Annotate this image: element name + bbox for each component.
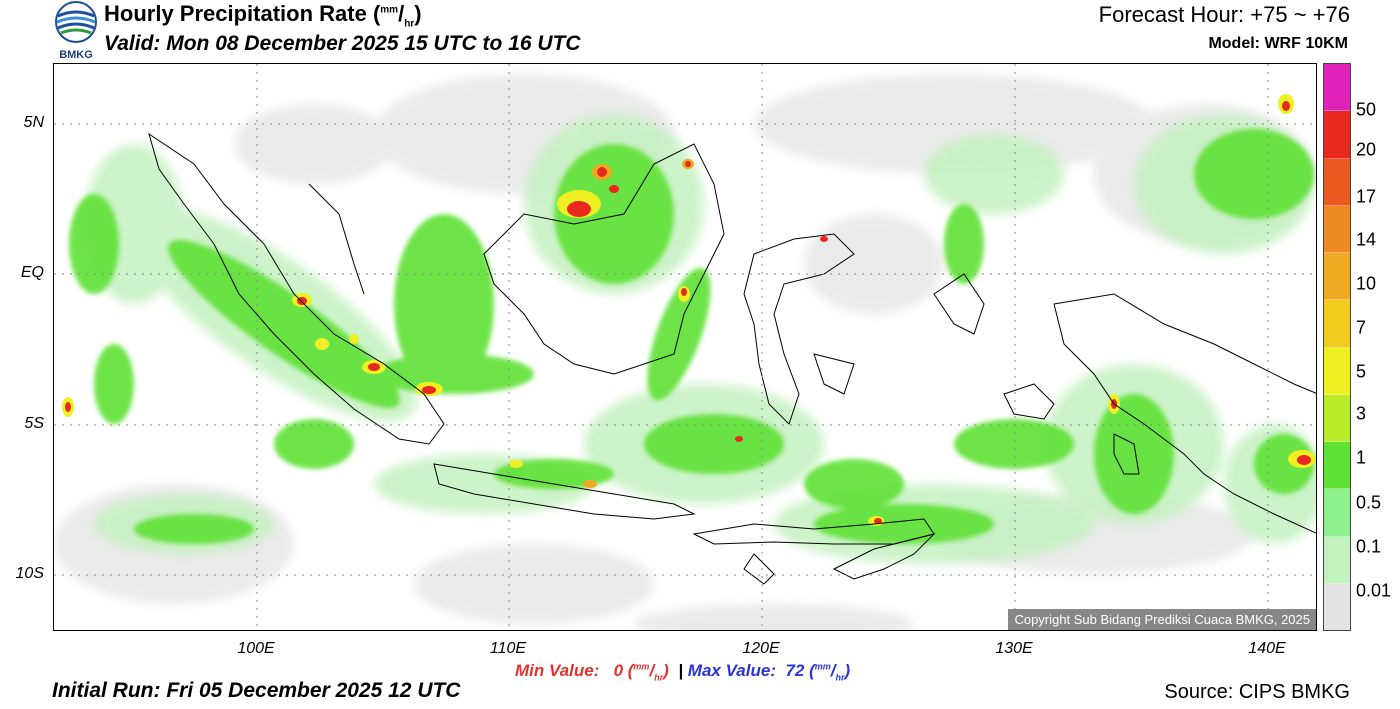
colorbar-label-1: 1 [1356, 447, 1367, 468]
colorbar-label-14: 14 [1356, 229, 1377, 250]
lat-label-5n: 5N [23, 114, 44, 131]
colorbar-label-0-01: 0.01 [1356, 580, 1392, 601]
colorbar-label-5: 5 [1356, 361, 1367, 382]
min-value-group: Min Value: 0 (mm/hr) [515, 661, 669, 683]
colorbar-segment [1324, 583, 1350, 630]
moderate-precip-layer [69, 129, 1314, 544]
map-title: Hourly Precipitation Rate (mm/hr) [104, 1, 422, 30]
forecast-hour: Forecast Hour: +75 ~ +76 [1098, 2, 1350, 27]
min-label: Min Value: [515, 661, 600, 680]
colorbar-segment [1324, 300, 1350, 348]
max-value-group: Max Value: 72 (mm/hr) [687, 661, 851, 683]
precipitation-map[interactable] [53, 63, 1317, 631]
colorbar-segment [1324, 489, 1350, 537]
max-label: Max Value: [687, 661, 776, 680]
lat-label-eq: EQ [20, 264, 44, 281]
colorbar-segment [1324, 158, 1350, 206]
min-max-values: Min Value: 0 (mm/hr) | Max Value: 72 (mm… [515, 661, 850, 682]
source-credit: Source: CIPS BMKG [1164, 681, 1350, 703]
separator: | [678, 661, 684, 680]
colorbar-segment [1324, 347, 1350, 395]
colorbar [1323, 63, 1351, 631]
colorbar-segment [1324, 394, 1350, 442]
colorbar-label-3: 3 [1356, 403, 1367, 424]
colorbar-label-10: 10 [1356, 273, 1377, 294]
valid-time: Valid: Mon 08 December 2025 15 UTC to 16… [104, 32, 581, 55]
lon-label-140e: 140E [1248, 640, 1286, 657]
colorbar-segment [1324, 205, 1350, 253]
colorbar-label-7: 7 [1356, 317, 1367, 338]
lon-label-130e: 130E [995, 640, 1033, 657]
lon-label-120e: 120E [742, 640, 780, 657]
lon-label-110e: 110E [489, 640, 527, 657]
colorbar-segment [1324, 64, 1350, 112]
colorbar-segment [1324, 253, 1350, 301]
lat-label-5s: 5S [24, 415, 44, 432]
max-value: 72 [785, 661, 805, 680]
colorbar-label-50: 50 [1356, 99, 1377, 120]
colorbar-label-0-5: 0.5 [1356, 492, 1382, 513]
copyright-notice: Copyright Sub Bidang Prediksi Cuaca BMKG… [1008, 609, 1316, 630]
colorbar-label-17: 17 [1356, 186, 1377, 207]
heavy-precip-cores [62, 94, 1316, 526]
coastlines [148, 132, 1316, 585]
colorbar-label-0-1: 0.1 [1356, 536, 1382, 557]
initial-run: Initial Run: Fri 05 December 2025 12 UTC [52, 679, 461, 702]
lat-label-10s: 10S [15, 565, 44, 582]
colorbar-segment [1324, 442, 1350, 490]
colorbar-label-20: 20 [1356, 139, 1377, 160]
model-name: Model: WRF 10KM [1208, 35, 1348, 52]
map-canvas [54, 64, 1316, 630]
min-value: 0 [613, 661, 624, 680]
lon-label-100e: 100E [237, 640, 275, 657]
colorbar-segment [1324, 536, 1350, 584]
colorbar-segment [1324, 111, 1350, 159]
graticule [54, 64, 1316, 630]
logo-text: BMKG [59, 49, 93, 60]
bmkg-logo: BMKG [52, 0, 100, 61]
